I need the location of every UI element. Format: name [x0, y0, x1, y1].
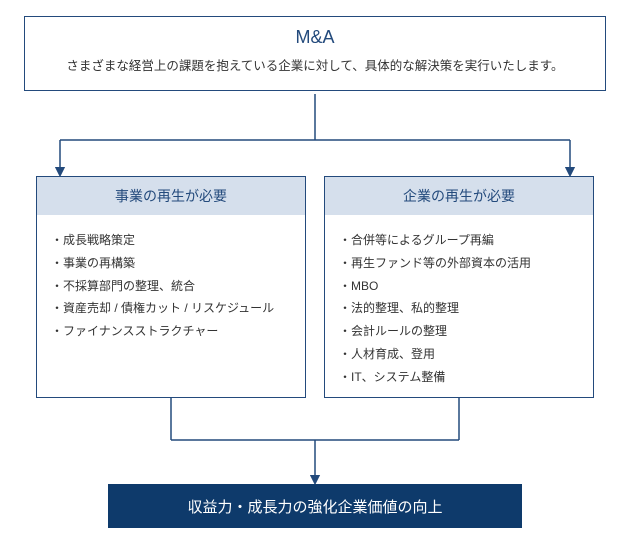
bottom-label: 収益力・成長力の強化企業価値の向上 [187, 496, 442, 517]
list-item: ファイナンスストラクチャー [51, 320, 291, 343]
branch-right-list: 合併等によるグループ再編再生ファンド等の外部資本の活用MBO法的整理、私的整理会… [339, 229, 579, 389]
branch-right-body: 合併等によるグループ再編再生ファンド等の外部資本の活用MBO法的整理、私的整理会… [325, 215, 593, 403]
branch-right-box: 企業の再生が必要 合併等によるグループ再編再生ファンド等の外部資本の活用MBO法… [324, 176, 594, 398]
list-item: 不採算部門の整理、統合 [51, 275, 291, 298]
list-item: 成長戦略策定 [51, 229, 291, 252]
list-item: 資産売却 / 債権カット / リスケジュール [51, 297, 291, 320]
list-item: 合併等によるグループ再編 [339, 229, 579, 252]
list-item: MBO [339, 275, 579, 298]
list-item: 再生ファンド等の外部資本の活用 [339, 252, 579, 275]
branch-left-body: 成長戦略策定事業の再構築不採算部門の整理、統合資産売却 / 債権カット / リス… [37, 215, 305, 357]
top-title: M&A [39, 27, 591, 48]
list-item: 法的整理、私的整理 [339, 297, 579, 320]
top-box: M&A さまざまな経営上の課題を抱えている企業に対して、具体的な解決策を実行いた… [24, 16, 606, 91]
flowchart-canvas: M&A さまざまな経営上の課題を抱えている企業に対して、具体的な解決策を実行いた… [0, 0, 630, 546]
branch-right-header: 企業の再生が必要 [325, 177, 593, 215]
bottom-box: 収益力・成長力の強化企業価値の向上 [108, 484, 522, 528]
list-item: 事業の再構築 [51, 252, 291, 275]
branch-left-box: 事業の再生が必要 成長戦略策定事業の再構築不採算部門の整理、統合資産売却 / 債… [36, 176, 306, 398]
list-item: 人材育成、登用 [339, 343, 579, 366]
top-subtitle: さまざまな経営上の課題を抱えている企業に対して、具体的な解決策を実行いたします。 [39, 56, 591, 76]
list-item: IT、システム整備 [339, 366, 579, 389]
branch-left-header: 事業の再生が必要 [37, 177, 305, 215]
branch-left-list: 成長戦略策定事業の再構築不採算部門の整理、統合資産売却 / 債権カット / リス… [51, 229, 291, 343]
list-item: 会計ルールの整理 [339, 320, 579, 343]
